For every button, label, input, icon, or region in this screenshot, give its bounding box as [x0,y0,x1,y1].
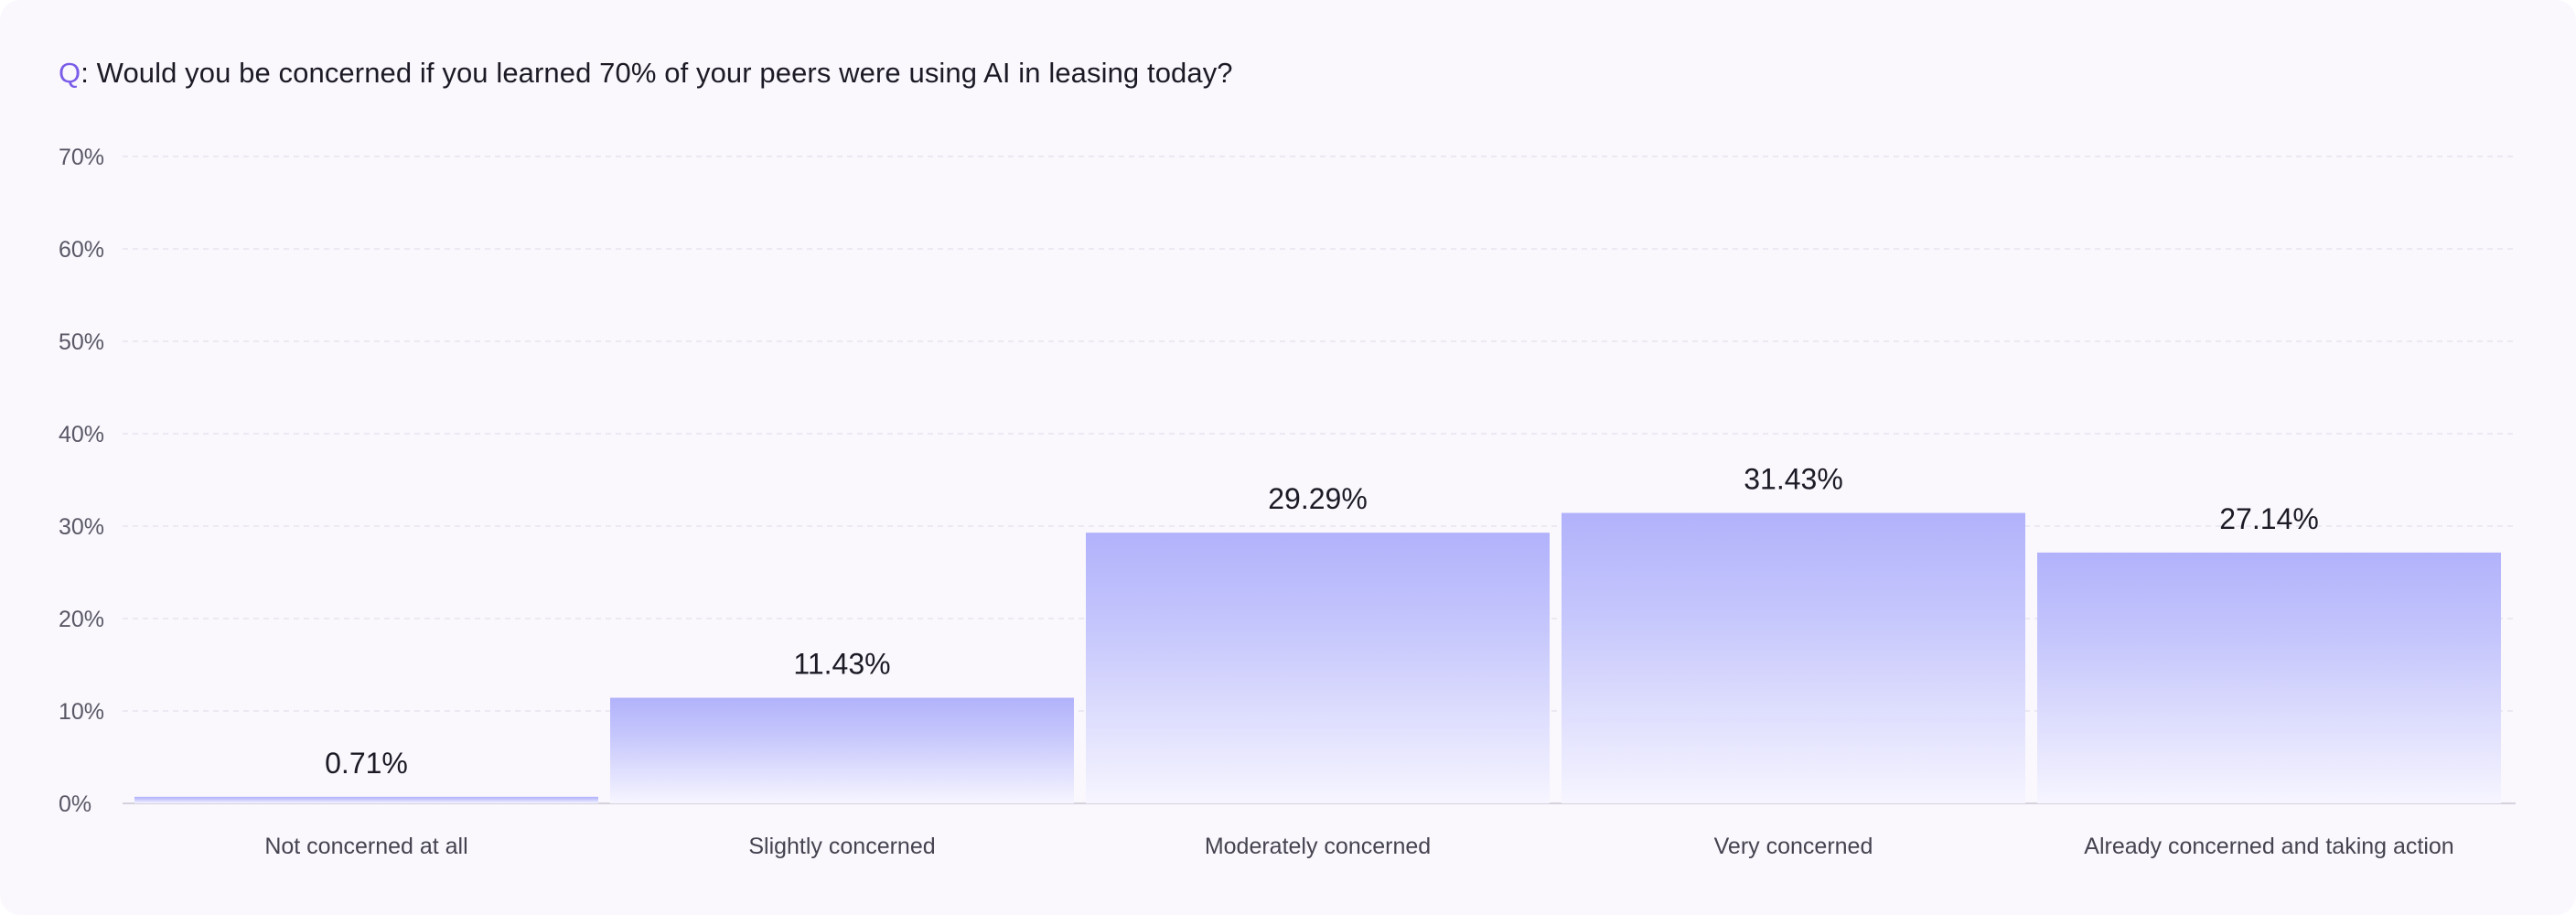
value-label: 11.43% [793,648,890,681]
value-label: 0.71% [325,747,408,780]
question-text: : Would you be concerned if you learned … [80,57,1233,89]
question-prefix: Q [59,57,81,89]
y-tick-label: 20% [59,607,104,632]
value-label: 31.43% [1744,463,1843,496]
category-label: Moderately concerned [1205,834,1431,859]
bar [134,796,598,803]
x-axis: Not concerned at all Slightly concerned Mo… [264,834,2453,859]
category-label: Not concerned at all [264,834,467,859]
y-tick-label: 30% [59,514,104,540]
y-tick-label: 40% [59,422,104,447]
bar [1086,533,1550,803]
bars [134,512,2501,803]
y-axis: 0% 10% 20% 30% 40% 50% 60% 70% [59,145,104,817]
value-label: 27.14% [2219,502,2319,535]
value-labels: 0.71% 11.43% 29.29% 31.43% 27.14% [325,463,2319,780]
value-label: 29.29% [1268,482,1368,515]
bar [610,697,1074,803]
bar [1562,512,2025,803]
question-title: Q: Would you be concerned if you learned… [59,57,1233,90]
y-tick-label: 50% [59,329,104,355]
y-tick-label: 60% [59,237,104,263]
category-label: Already concerned and taking action [2084,834,2453,859]
bar [2037,552,2501,803]
y-tick-label: 70% [59,145,104,170]
category-label: Very concerned [1714,834,1873,859]
category-label: Slightly concerned [748,834,935,859]
y-tick-label: 0% [59,791,91,817]
y-tick-label: 10% [59,699,104,725]
